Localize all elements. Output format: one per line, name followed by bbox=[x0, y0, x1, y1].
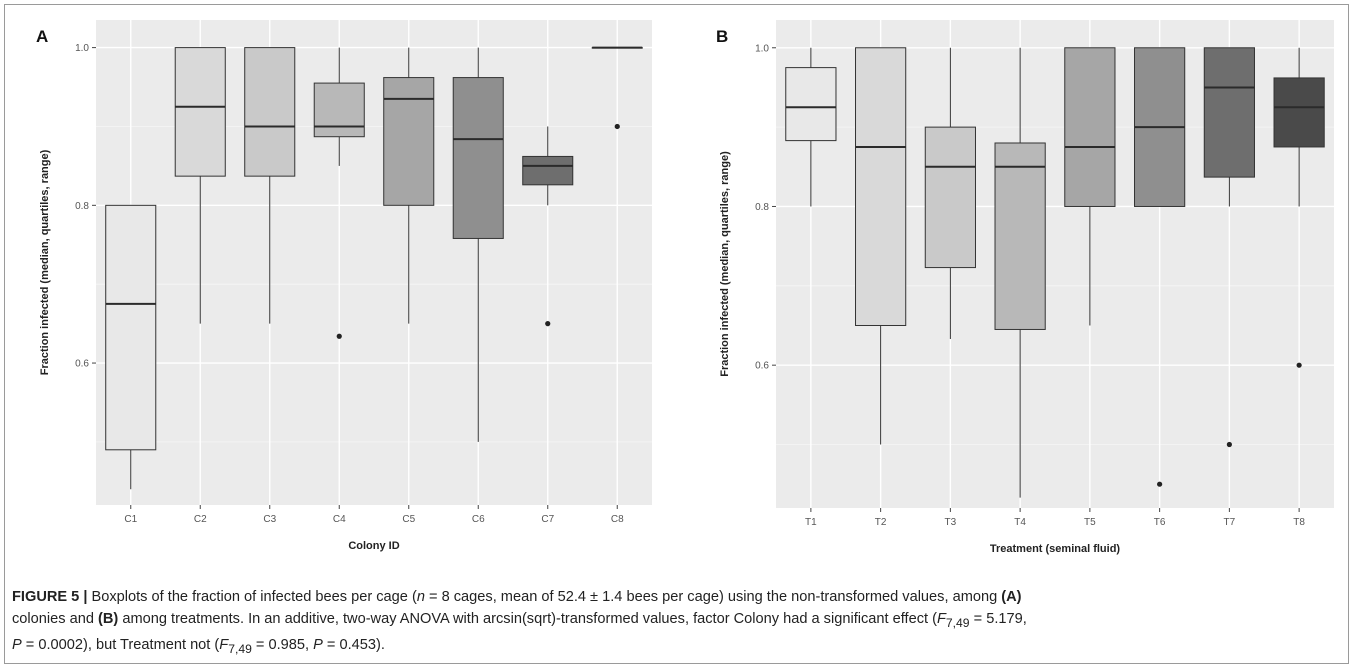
y-tick-label: 1.0 bbox=[755, 43, 769, 54]
y-tick-label: 0.6 bbox=[75, 359, 89, 370]
caption-panel-ref-a: (A) bbox=[1001, 589, 1022, 605]
caption-text: = 5.179, bbox=[969, 611, 1027, 627]
box-t6 bbox=[1134, 47, 1186, 487]
box-t5 bbox=[1064, 47, 1116, 326]
chart-panel-a: 0.6 0.8 1.0 C1 C2 C3 C4 C5 C6 C7 C8 Colony ID Fracti… bbox=[36, 20, 652, 552]
box-body bbox=[105, 204, 157, 451]
x-tick-label: T2 bbox=[875, 517, 887, 528]
y-tick-label: 1.0 bbox=[75, 43, 89, 54]
caption-panel-ref-b: (B) bbox=[98, 611, 119, 627]
box-body bbox=[924, 126, 976, 269]
box-body bbox=[994, 142, 1046, 330]
box-body bbox=[452, 77, 504, 239]
figure-caption: FIGURE 5 | Boxplots of the fraction of i… bbox=[12, 586, 1342, 660]
outlier-point bbox=[1157, 481, 1163, 487]
box-c4 bbox=[313, 47, 365, 339]
box-body bbox=[1273, 77, 1325, 148]
panel-letter: A bbox=[36, 27, 48, 46]
x-tick-label: T8 bbox=[1293, 517, 1305, 528]
y-tick-label: 0.8 bbox=[75, 201, 89, 212]
caption-figure-label: FIGURE 5 | bbox=[12, 589, 88, 605]
outlier-point bbox=[336, 333, 342, 339]
box-body bbox=[785, 67, 837, 142]
caption-p-variable: P bbox=[313, 636, 323, 653]
outlier-point bbox=[1296, 362, 1302, 368]
caption-text: = 8 cages, mean of 52.4 ± 1.4 bees per c… bbox=[424, 589, 1002, 605]
x-tick-label: T4 bbox=[1014, 517, 1026, 528]
x-tick-label: T5 bbox=[1084, 517, 1096, 528]
outlier-point bbox=[614, 123, 620, 130]
box-body bbox=[313, 82, 365, 138]
y-tick-label: 0.6 bbox=[755, 361, 769, 372]
outlier-point bbox=[1226, 441, 1232, 448]
x-axis-title: Colony ID bbox=[348, 540, 399, 552]
box-t4 bbox=[994, 47, 1046, 498]
caption-f-variable: F bbox=[936, 611, 946, 627]
box-body bbox=[174, 47, 226, 177]
figure-frame bbox=[4, 4, 1349, 664]
x-tick-label: C3 bbox=[263, 514, 276, 525]
caption-p-variable: P bbox=[12, 636, 22, 653]
x-tick-label: C4 bbox=[333, 514, 346, 525]
box-body bbox=[522, 155, 574, 186]
caption-f-subscript: 7,49 bbox=[945, 615, 970, 630]
figure-charts: 0.6 0.8 1.0 C1 C2 C3 C4 C5 C6 C7 C8 Colony ID Fracti… bbox=[36, 20, 1334, 555]
chart-panel-b: 0.6 0.8 1.0 T1 T2 T3 T4 T5 T6 T7 T8 Treatment (semi… bbox=[716, 20, 1334, 555]
x-tick-label: C1 bbox=[124, 514, 137, 525]
box-t1 bbox=[785, 47, 837, 207]
box-t8 bbox=[1273, 47, 1325, 368]
box-body bbox=[1203, 47, 1255, 178]
x-tick-label: C5 bbox=[402, 514, 415, 525]
y-axis-title: Fraction infected (median, quartiles, ra… bbox=[39, 149, 51, 375]
x-tick-label: C6 bbox=[472, 514, 485, 525]
x-tick-label: T6 bbox=[1154, 517, 1166, 528]
caption-text: Boxplots of the fraction of infected bee… bbox=[87, 589, 417, 605]
outlier-point bbox=[545, 321, 551, 327]
box-t3 bbox=[924, 47, 976, 339]
y-tick-label: 0.8 bbox=[755, 202, 769, 213]
caption-f-variable: F bbox=[219, 636, 229, 653]
box-body bbox=[855, 47, 907, 326]
box-c5 bbox=[383, 47, 435, 324]
x-tick-label: T1 bbox=[805, 517, 817, 528]
x-tick-label: T7 bbox=[1224, 517, 1236, 528]
caption-text: = 0.0002), but Treatment not ( bbox=[21, 636, 220, 653]
box-t7 bbox=[1203, 47, 1255, 448]
box-body bbox=[1064, 47, 1116, 207]
caption-text: = 0.453). bbox=[322, 636, 385, 653]
y-axis-title: Fraction infected (median, quartiles, ra… bbox=[719, 151, 731, 377]
caption-text: = 0.985, bbox=[251, 636, 314, 653]
box-c1 bbox=[105, 204, 157, 490]
box-c7 bbox=[522, 126, 574, 327]
box-c6 bbox=[452, 47, 504, 442]
box-c8 bbox=[591, 46, 643, 130]
box-c2 bbox=[174, 47, 226, 324]
caption-n-variable: n bbox=[416, 589, 425, 605]
caption-f-subscript: 7,49 bbox=[228, 641, 252, 656]
x-tick-label: C8 bbox=[611, 514, 624, 525]
caption-text: colonies and bbox=[12, 611, 99, 627]
panel-letter: B bbox=[716, 27, 728, 46]
box-body bbox=[383, 77, 435, 206]
box-t2 bbox=[855, 47, 907, 445]
box-c3 bbox=[244, 47, 296, 324]
caption-text: among treatments. In an additive, two-wa… bbox=[118, 611, 937, 627]
x-axis-title: Treatment (seminal fluid) bbox=[990, 543, 1121, 555]
x-tick-label: C2 bbox=[194, 514, 207, 525]
x-tick-label: C7 bbox=[541, 514, 554, 525]
x-tick-label: T3 bbox=[945, 517, 957, 528]
box-body bbox=[244, 47, 296, 177]
